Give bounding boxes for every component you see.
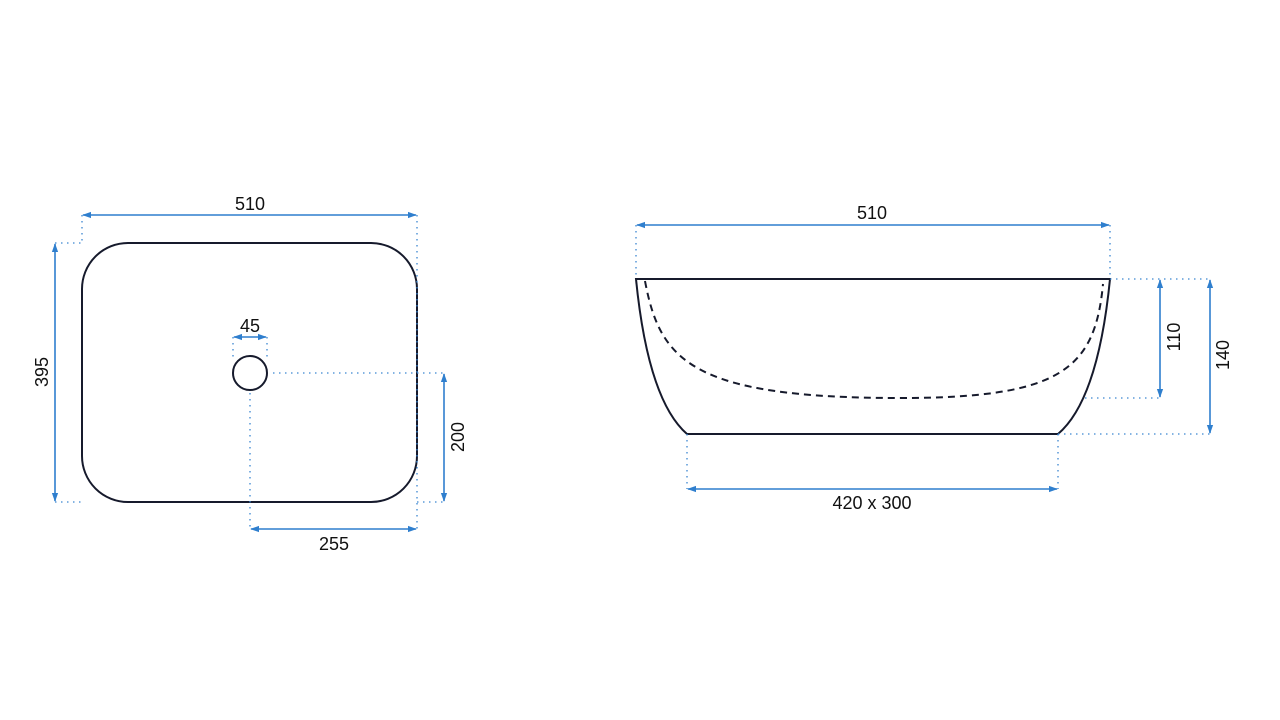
- drain-hole: [232, 355, 268, 391]
- inner-depth-label: 110: [1164, 323, 1184, 352]
- drain-offset-x-label: 255: [319, 534, 349, 554]
- depth-dimension-label: 395: [32, 357, 52, 387]
- base-dimension-label: 420 x 300: [832, 493, 911, 513]
- height-label: 140: [1213, 340, 1233, 370]
- side-view: 510 110 140 420 x 300: [634, 203, 1233, 513]
- basin-outline-side: [634, 278, 1112, 435]
- drain-offset-y-label: 200: [448, 422, 468, 452]
- side-width-dimension-label: 510: [857, 203, 887, 223]
- top-view: 510 395 45 200 255: [32, 194, 468, 554]
- width-dimension-label: 510: [235, 194, 265, 214]
- extension-line: [55, 215, 444, 530]
- drain-diameter-label: 45: [240, 316, 260, 336]
- basin-inner-bowl: [644, 280, 1104, 400]
- basin-outline-top: [81, 242, 418, 503]
- extension-line: [635, 225, 1210, 489]
